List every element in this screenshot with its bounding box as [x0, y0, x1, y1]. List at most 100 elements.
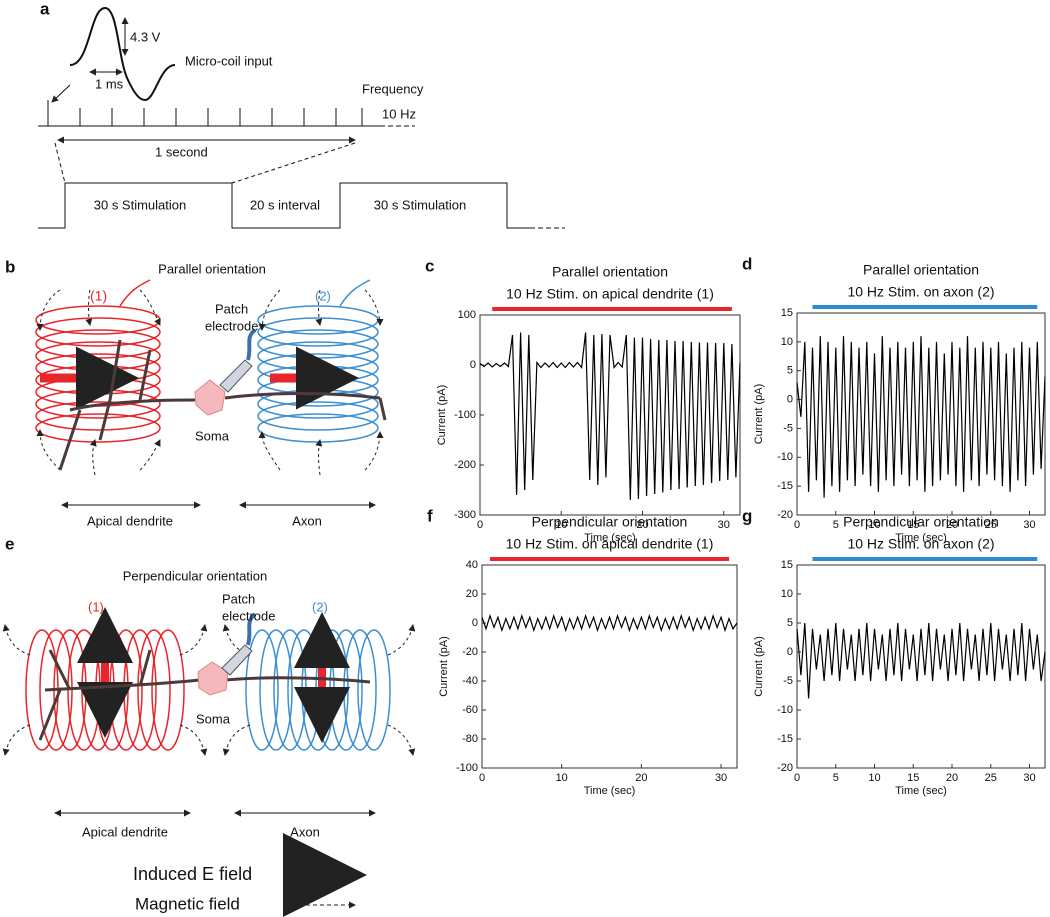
electrode-label: electrode: [205, 318, 258, 333]
y-tick-label: 5: [787, 365, 793, 377]
pulse-waveform: [69, 6, 176, 102]
plot-frame: [481, 564, 738, 769]
panel-e: e Perpendicular orientation (1) (2) Patc…: [2, 534, 416, 839]
x-axis-label: Time (sec): [584, 785, 636, 797]
coil-label: (1): [88, 599, 104, 614]
coil-label: (1): [90, 288, 107, 304]
panel-label: e: [5, 534, 14, 553]
y-tick-label: -10: [777, 451, 793, 463]
y-tick-label: 20: [466, 588, 478, 600]
chart-title: Parallel orientation: [863, 262, 979, 278]
pulse-ticks: [47, 100, 363, 126]
block-label: 30 s Stimulation: [374, 197, 467, 212]
y-tick-label: 15: [781, 559, 793, 571]
panel-title: Parallel orientation: [158, 261, 266, 276]
axon-label: Axon: [292, 513, 322, 528]
y-tick-label: -20: [462, 646, 478, 658]
electrode-label: Patch: [222, 591, 255, 606]
magnetic-field-lines: [2, 624, 416, 756]
x-tick-label: 10: [556, 772, 568, 784]
neuron: [38, 649, 371, 741]
chart-subtitle: 10 Hz Stim. on axon (2): [847, 284, 994, 300]
y-axis-label: Current (pA): [438, 636, 450, 697]
x-tick-label: 25: [985, 772, 997, 784]
electrode-label: Patch: [215, 301, 248, 316]
trace: [796, 336, 1046, 498]
legend: Induced E field Magnetic field: [133, 833, 367, 917]
trace: [481, 613, 738, 633]
dendrite-label: Apical dendrite: [87, 513, 173, 528]
x-tick-label: 10: [868, 519, 880, 531]
y-tick-label: 5: [787, 617, 793, 629]
panel-a: a 4.3 V Micro-coil input 1 ms Frequency …: [38, 0, 565, 229]
x-tick-label: 10: [868, 772, 880, 784]
x-tick-label: 0: [477, 519, 483, 531]
y-tick-label: 40: [466, 559, 478, 571]
y-tick-label: -20: [777, 509, 793, 521]
y-tick-label: 0: [472, 617, 478, 629]
chart-subtitle: 10 Hz Stim. on apical dendrite (1): [506, 536, 714, 552]
y-tick-label: -100: [456, 762, 478, 774]
y-tick-label: -300: [454, 509, 476, 521]
block-label: 30 s Stimulation: [94, 197, 187, 212]
y-axis-label: Current (pA): [753, 636, 765, 697]
chart-subtitle: 10 Hz Stim. on apical dendrite (1): [506, 286, 714, 302]
stimulation-timeline: [38, 182, 530, 229]
y-tick-label: 0: [787, 393, 793, 405]
chart-title: Perpendicular orientation: [843, 514, 999, 530]
coil-2: [257, 279, 379, 443]
y-tick-label: 10: [781, 588, 793, 600]
x-tick-label: 20: [635, 772, 647, 784]
electrode-label: electrode: [222, 608, 275, 623]
y-tick-label: 10: [781, 336, 793, 348]
y-axis-label: Current (pA): [436, 385, 448, 446]
panel-label: a: [40, 0, 50, 18]
zoom-line: [54, 142, 66, 184]
x-tick-label: 30: [715, 772, 727, 784]
panel-label: g: [742, 506, 752, 525]
coil-label: (2): [312, 599, 328, 614]
panel-b: b Parallel orientation (1) (2) Patch ele…: [5, 257, 387, 528]
x-tick-label: 5: [833, 519, 839, 531]
x-tick-label: 30: [1023, 772, 1035, 784]
y-tick-label: 15: [781, 307, 793, 319]
y-tick-label: -80: [462, 733, 478, 745]
y-tick-label: -20: [777, 762, 793, 774]
x-tick-label: 20: [636, 519, 648, 531]
x-axis-label: Time (sec): [895, 785, 947, 797]
y-tick-label: 100: [458, 309, 476, 321]
zoom-line: [231, 142, 356, 184]
x-tick-label: 30: [718, 519, 730, 531]
x-tick-label: 15: [907, 519, 919, 531]
electrode-wire: [246, 328, 257, 361]
y-tick-label: -5: [783, 422, 793, 434]
x-tick-label: 5: [833, 772, 839, 784]
x-tick-label: 0: [794, 772, 800, 784]
frequency-label: Frequency: [362, 81, 424, 96]
y-tick-label: -100: [454, 409, 476, 421]
axon-label: Axon: [290, 824, 320, 839]
x-axis-label: Time (sec): [584, 532, 636, 544]
plot-frame: [796, 564, 1046, 769]
y-tick-label: -10: [777, 704, 793, 716]
dendrite-label: Apical dendrite: [82, 824, 168, 839]
y-tick-label: -5: [783, 675, 793, 687]
x-tick-label: 0: [794, 519, 800, 531]
chart-title: Parallel orientation: [552, 264, 668, 280]
chart-title: Perpendicular orientation: [532, 514, 688, 530]
block-label: 20 s interval: [250, 197, 320, 212]
legend-label: Magnetic field: [135, 894, 240, 913]
amplitude: 4.3 V: [130, 29, 161, 44]
coil-1: [35, 279, 161, 443]
neuron: [58, 339, 387, 471]
soma-label: Soma: [195, 428, 230, 443]
electrode-wire: [246, 612, 257, 646]
legend-label: Induced E field: [133, 864, 252, 884]
patch-electrode: [219, 359, 253, 393]
x-tick-label: 30: [1023, 519, 1035, 531]
y-tick-label: -200: [454, 459, 476, 471]
chart-subtitle: 10 Hz Stim. on axon (2): [847, 536, 994, 552]
y-tick-label: 0: [787, 646, 793, 658]
y-tick-label: -15: [777, 480, 793, 492]
